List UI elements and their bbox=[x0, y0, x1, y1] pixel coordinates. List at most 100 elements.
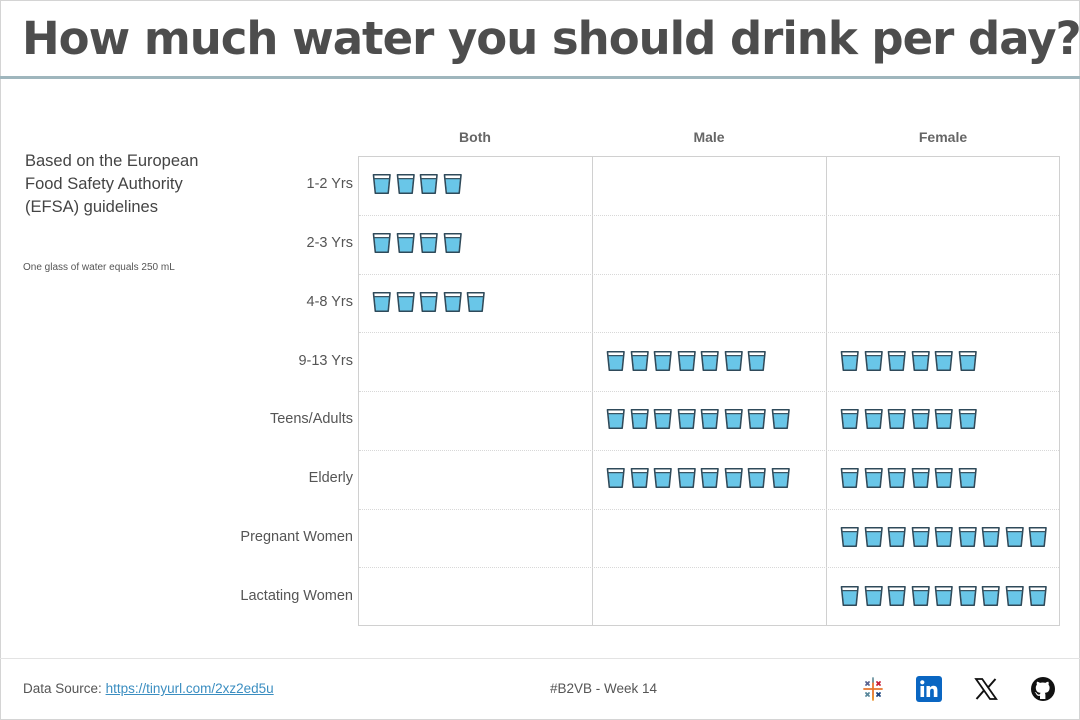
water-glass-icon bbox=[747, 468, 766, 489]
data-source-label: Data Source: bbox=[23, 681, 102, 696]
row-label: Teens/Adults bbox=[269, 411, 353, 428]
water-glass-icon bbox=[840, 350, 859, 371]
title-divider bbox=[0, 76, 1080, 79]
glass-count-cell bbox=[840, 350, 977, 372]
row-label: 9-13 Yrs bbox=[298, 352, 353, 369]
water-glass-icon bbox=[934, 585, 953, 606]
water-glass-icon bbox=[724, 350, 743, 371]
footer-divider bbox=[0, 658, 1080, 659]
water-glass-icon bbox=[653, 350, 672, 371]
water-glass-icon bbox=[1005, 585, 1024, 606]
row-label: Pregnant Women bbox=[240, 528, 353, 545]
linkedin-icon[interactable] bbox=[915, 675, 943, 703]
glass-count-cell bbox=[840, 585, 1048, 607]
water-glass-icon bbox=[958, 350, 977, 371]
x-icon[interactable] bbox=[972, 675, 1000, 703]
glass-count-cell bbox=[372, 291, 486, 313]
water-glass-icon bbox=[1005, 526, 1024, 547]
water-glass-icon bbox=[677, 468, 696, 489]
data-source-link[interactable]: https://tinyurl.com/2xz2ed5u bbox=[105, 681, 274, 696]
row-separator bbox=[359, 332, 1059, 334]
water-glass-icon bbox=[630, 350, 649, 371]
water-glass-icon bbox=[747, 409, 766, 430]
glass-count-cell bbox=[606, 350, 767, 372]
water-glass-icon bbox=[934, 468, 953, 489]
glass-count-cell bbox=[840, 467, 977, 489]
row-separator bbox=[359, 449, 1059, 451]
water-glass-icon bbox=[887, 468, 906, 489]
water-glass-icon bbox=[653, 468, 672, 489]
row-separator bbox=[359, 273, 1059, 275]
water-glass-icon bbox=[864, 585, 883, 606]
row-label: 4-8 Yrs bbox=[306, 293, 353, 310]
water-glass-icon bbox=[887, 585, 906, 606]
column-header-male: Male bbox=[693, 129, 725, 145]
water-glass-icon bbox=[864, 350, 883, 371]
water-glass-icon bbox=[677, 409, 696, 430]
water-glass-icon bbox=[958, 585, 977, 606]
water-glass-icon bbox=[1028, 526, 1047, 547]
water-glass-icon bbox=[372, 291, 391, 312]
row-label: 1-2 Yrs bbox=[306, 176, 353, 193]
glass-note: One glass of water equals 250 mL bbox=[23, 262, 175, 273]
water-glass-icon bbox=[630, 409, 649, 430]
water-glass-icon bbox=[606, 409, 625, 430]
water-glass-icon bbox=[864, 409, 883, 430]
water-glass-icon bbox=[840, 585, 859, 606]
page-title: How much water you should drink per day? bbox=[22, 12, 1080, 65]
water-glass-icon bbox=[747, 350, 766, 371]
row-label: Elderly bbox=[308, 470, 353, 487]
water-glass-icon bbox=[911, 585, 930, 606]
water-glass-icon bbox=[911, 350, 930, 371]
water-glass-icon bbox=[724, 409, 743, 430]
water-glass-icon bbox=[606, 468, 625, 489]
row-label: 2-3 Yrs bbox=[306, 235, 353, 252]
glass-count-cell bbox=[372, 232, 462, 254]
tableau-icon[interactable] bbox=[859, 675, 887, 703]
water-glass-icon bbox=[396, 233, 415, 254]
water-glass-icon bbox=[443, 233, 462, 254]
water-glass-icon bbox=[677, 350, 696, 371]
column-header-both: Both bbox=[459, 129, 491, 145]
water-glass-icon bbox=[958, 526, 977, 547]
glass-count-cell bbox=[606, 408, 790, 430]
row-separator bbox=[359, 567, 1059, 569]
column-header-female: Female bbox=[918, 129, 968, 145]
water-glass-icon bbox=[606, 350, 625, 371]
water-glass-icon bbox=[419, 291, 438, 312]
glass-count-cell bbox=[606, 467, 790, 489]
water-glass-icon bbox=[653, 409, 672, 430]
water-glass-icon bbox=[934, 526, 953, 547]
water-glass-icon bbox=[630, 468, 649, 489]
water-glass-icon bbox=[466, 291, 485, 312]
water-glass-icon bbox=[1028, 585, 1047, 606]
water-glass-icon bbox=[700, 350, 719, 371]
water-glass-icon bbox=[958, 468, 977, 489]
glass-count-cell bbox=[840, 408, 977, 430]
row-separator bbox=[359, 391, 1059, 392]
water-glass-icon bbox=[911, 468, 930, 489]
water-glass-icon bbox=[934, 350, 953, 371]
water-glass-icon bbox=[840, 409, 859, 430]
water-glass-icon bbox=[840, 526, 859, 547]
row-label: Lactating Women bbox=[240, 587, 353, 604]
water-glass-icon bbox=[840, 468, 859, 489]
water-glass-icon bbox=[981, 526, 1000, 547]
water-glass-icon bbox=[419, 174, 438, 195]
subtitle: Based on the European Food Safety Author… bbox=[25, 152, 199, 216]
water-glass-icon bbox=[958, 409, 977, 430]
water-glass-icon bbox=[864, 526, 883, 547]
water-glass-icon bbox=[396, 291, 415, 312]
water-glass-icon bbox=[443, 174, 462, 195]
water-glass-icon bbox=[443, 291, 462, 312]
chart-grid bbox=[358, 156, 1060, 626]
row-separator bbox=[359, 214, 1059, 216]
water-glass-icon bbox=[911, 526, 930, 547]
water-glass-icon bbox=[934, 409, 953, 430]
github-icon[interactable] bbox=[1029, 675, 1057, 703]
water-glass-icon bbox=[396, 174, 415, 195]
water-glass-icon bbox=[981, 585, 1000, 606]
water-glass-icon bbox=[419, 233, 438, 254]
data-source: Data Source: https://tinyurl.com/2xz2ed5… bbox=[23, 681, 274, 696]
glass-count-cell bbox=[840, 526, 1048, 548]
